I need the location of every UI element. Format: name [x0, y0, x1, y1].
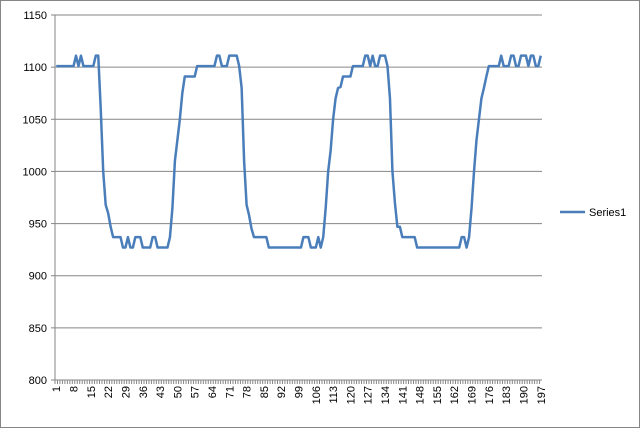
x-tick-label: 29 [120, 386, 132, 398]
x-tick-label: 155 [432, 386, 444, 404]
x-tick-label: 78 [242, 386, 254, 398]
y-tick-label: 1150 [23, 10, 47, 22]
x-tick-label: 162 [449, 386, 461, 404]
y-tick-label: 1100 [23, 62, 47, 74]
y-tick-label: 1000 [23, 166, 47, 178]
y-tick-label: 1050 [23, 114, 47, 126]
x-tick-label: 169 [467, 386, 479, 404]
x-tick-label: 113 [328, 386, 340, 404]
x-tick-label: 36 [138, 386, 150, 398]
x-tick-label: 176 [484, 386, 496, 404]
y-tick-label: 950 [29, 219, 47, 231]
x-tick-label: 106 [311, 386, 323, 404]
legend-label: Series1 [589, 207, 626, 219]
x-tick-label: 190 [518, 386, 530, 404]
x-tick-label: 71 [224, 386, 236, 398]
x-tick-label: 141 [397, 386, 409, 404]
x-tick-label: 8 [69, 386, 81, 392]
y-tick-label: 900 [29, 271, 47, 283]
x-tick-label: 57 [190, 386, 202, 398]
y-tick-label: 850 [29, 323, 47, 335]
x-tick-label: 64 [207, 386, 219, 398]
x-tick-label: 22 [103, 386, 115, 398]
x-tick-label: 120 [345, 386, 357, 404]
x-tick-label: 99 [294, 386, 306, 398]
x-tick-label: 183 [501, 386, 513, 404]
x-tick-label: 127 [363, 386, 375, 404]
x-tick-label: 85 [259, 386, 271, 398]
y-tick-label: 800 [29, 375, 47, 387]
x-tick-label: 148 [415, 386, 427, 404]
x-tick-label: 50 [172, 386, 184, 398]
x-tick-label: 1 [51, 386, 63, 392]
x-tick-label: 43 [155, 386, 167, 398]
x-tick-label: 15 [86, 386, 98, 398]
x-tick-label: 197 [536, 386, 548, 404]
x-tick-label: 92 [276, 386, 288, 398]
series-line [56, 54, 542, 249]
x-tick-label: 134 [380, 386, 392, 404]
